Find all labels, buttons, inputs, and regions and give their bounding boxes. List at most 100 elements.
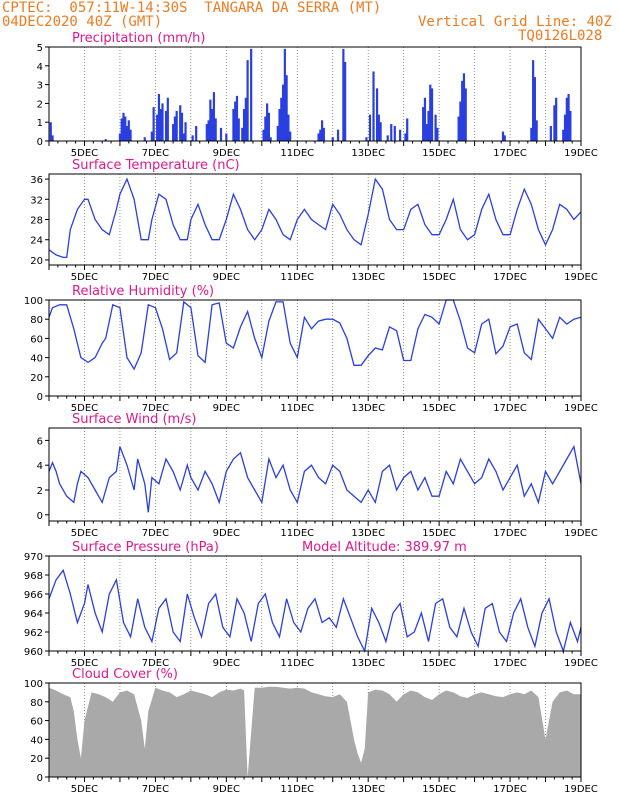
y-tick-label: 24 xyxy=(30,236,43,247)
precip-bar xyxy=(184,122,187,141)
panel-frame xyxy=(48,427,582,522)
x-tick-label: 11DEC xyxy=(280,784,314,795)
precip-bar xyxy=(533,77,536,141)
y-tick-label: 4 xyxy=(37,62,43,73)
precip-bar xyxy=(180,112,184,141)
series-line xyxy=(48,299,582,371)
precip-bar xyxy=(287,114,290,141)
x-tick-label: 15DEC xyxy=(422,784,456,795)
panel-title: Surface Pressure (hPa) xyxy=(72,540,219,555)
x-tick-label: 11DEC xyxy=(280,403,314,414)
y-tick-label: 20 xyxy=(30,256,43,267)
precip-bar xyxy=(172,124,175,141)
y-tick-label: 32 xyxy=(30,195,43,206)
precip-bar xyxy=(464,88,467,141)
precip-bar xyxy=(143,137,146,141)
precip-bar xyxy=(553,105,556,141)
y-tick-label: 966 xyxy=(24,590,43,601)
x-tick-label: 11DEC xyxy=(280,272,314,283)
x-tick-label: 19DEC xyxy=(564,658,598,669)
y-tick-label: 100 xyxy=(24,296,43,307)
x-tick-label: 19DEC xyxy=(564,528,598,539)
y-tick-label: 962 xyxy=(24,628,43,639)
precip-bar xyxy=(250,48,253,141)
x-tick-label: 5DEC xyxy=(71,148,98,159)
precip-bar xyxy=(175,110,178,141)
y-tick-label: 60 xyxy=(30,717,43,728)
panel-title: Relative Humidity (%) xyxy=(72,284,214,299)
precip-bar xyxy=(377,114,380,141)
precip-bar xyxy=(283,48,286,141)
precip-bar xyxy=(569,110,572,141)
precip-bar xyxy=(368,114,372,141)
x-tick-label: 5DEC xyxy=(71,784,98,795)
precip-bar xyxy=(278,109,281,141)
precip-bar xyxy=(461,80,464,141)
precip-bar xyxy=(242,109,246,141)
precip-bar xyxy=(209,99,212,141)
precip-bar xyxy=(289,131,292,141)
x-tick-label: 15DEC xyxy=(422,148,456,159)
x-tick-label: 11DEC xyxy=(280,528,314,539)
y-tick-label: 80 xyxy=(30,698,43,709)
x-tick-label: 17DEC xyxy=(493,658,527,669)
panel-frame xyxy=(48,555,582,652)
x-tick-label: 17DEC xyxy=(493,528,527,539)
model-altitude: Model Altitude: 389.97 m xyxy=(302,540,467,555)
precip-bar xyxy=(237,118,240,141)
y-tick-label: 4 xyxy=(37,461,43,472)
precip-bar xyxy=(246,60,249,141)
precip-bar xyxy=(322,127,325,141)
x-tick-label: 15DEC xyxy=(422,658,456,669)
x-tick-label: 13DEC xyxy=(351,403,385,414)
series-line xyxy=(48,568,582,654)
x-tick-label: 9DEC xyxy=(213,272,240,283)
x-tick-label: 7DEC xyxy=(142,403,169,414)
x-tick-label: 9DEC xyxy=(213,403,240,414)
precip-bar xyxy=(565,97,568,141)
precip-bar xyxy=(276,125,279,141)
x-tick-label: 19DEC xyxy=(564,784,598,795)
y-tick-label: 3 xyxy=(37,81,43,92)
y-tick-label: 970 xyxy=(24,552,43,563)
x-tick-label: 5DEC xyxy=(71,658,98,669)
precip-bar xyxy=(156,114,159,141)
precip-bar xyxy=(225,133,228,141)
x-tick-label: 13DEC xyxy=(351,658,385,669)
x-tick-label: 17DEC xyxy=(493,272,527,283)
precip-bar xyxy=(532,60,535,141)
x-tick-label: 13DEC xyxy=(351,272,385,283)
precip-bar xyxy=(501,131,505,141)
precip-bar xyxy=(164,110,168,141)
precip-bar xyxy=(462,73,466,141)
y-tick-label: 968 xyxy=(24,571,43,582)
series-line xyxy=(48,177,582,259)
x-tick-label: 9DEC xyxy=(213,528,240,539)
x-tick-label: 13DEC xyxy=(351,528,385,539)
precip-bar xyxy=(122,112,125,141)
y-tick-label: 6 xyxy=(37,436,43,447)
precip-bar xyxy=(244,97,247,141)
precip-bar xyxy=(152,107,155,141)
precip-bar xyxy=(266,103,269,141)
y-tick-label: 0 xyxy=(37,511,43,522)
precip-bar xyxy=(267,112,270,141)
header-date: 04DEC2020 40Z (GMT) xyxy=(2,14,163,30)
y-tick-label: 60 xyxy=(30,334,43,345)
precip-bar xyxy=(342,48,345,141)
x-tick-label: 13DEC xyxy=(351,148,385,159)
y-tick-label: 100 xyxy=(24,679,43,690)
x-tick-label: 11DEC xyxy=(280,148,314,159)
x-tick-label: 17DEC xyxy=(493,148,527,159)
precip-bar xyxy=(344,62,347,141)
precip-bar xyxy=(425,124,428,141)
precip-bar xyxy=(127,120,130,141)
precip-bar xyxy=(331,137,334,141)
precip-bar xyxy=(214,118,217,141)
y-tick-label: 5 xyxy=(37,43,43,54)
y-tick-label: 964 xyxy=(24,609,43,620)
x-tick-label: 15DEC xyxy=(422,272,456,283)
y-tick-label: 36 xyxy=(30,175,43,186)
x-tick-label: 9DEC xyxy=(213,784,240,795)
